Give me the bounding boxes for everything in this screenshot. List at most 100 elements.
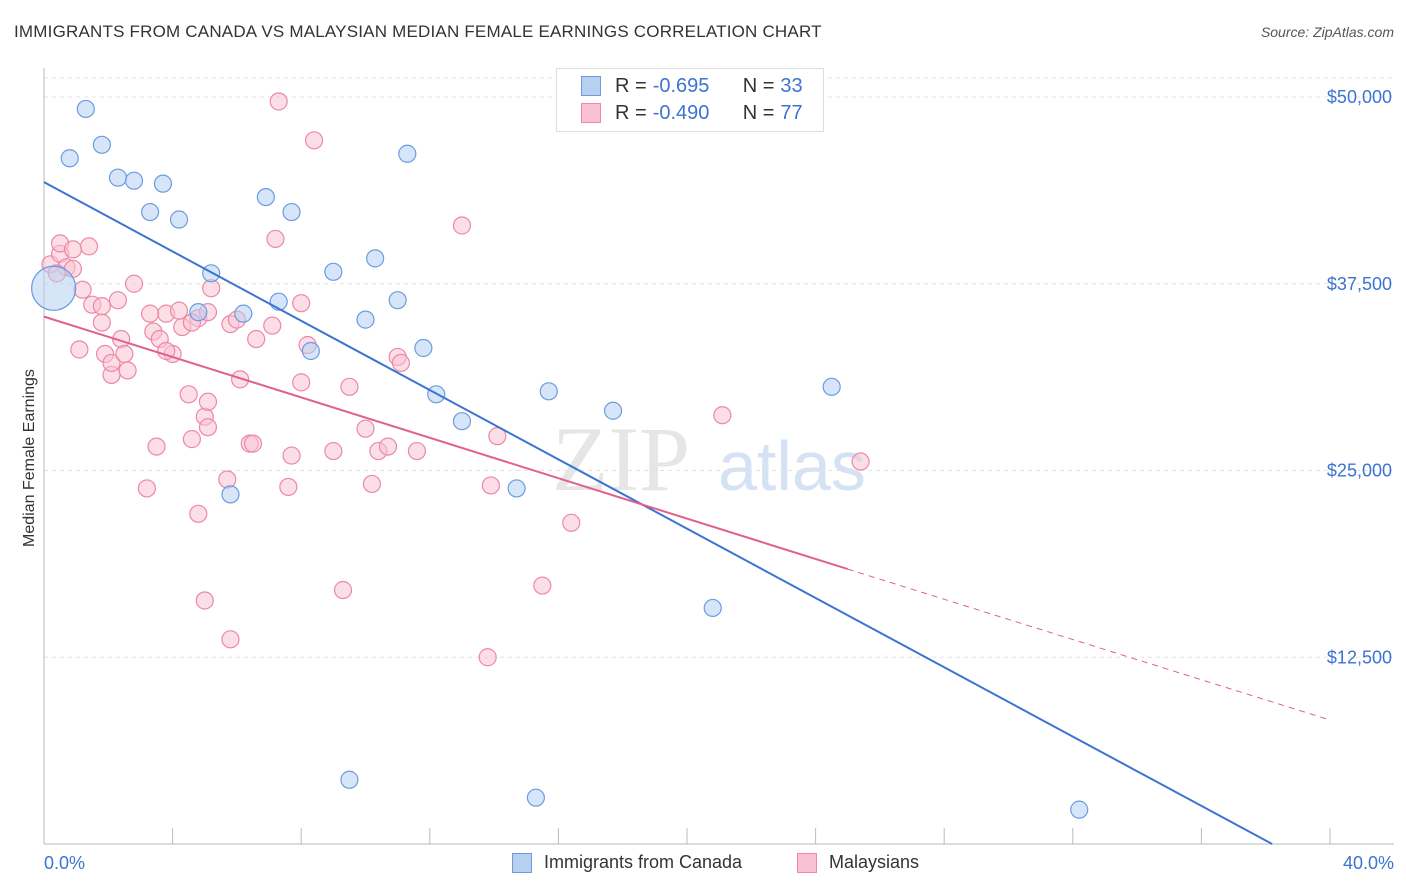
malaysians-point: [279, 477, 298, 497]
malaysians-point: [378, 437, 398, 456]
malaysians-point: [292, 294, 311, 313]
canada-point: [603, 401, 623, 420]
malaysians-point: [333, 580, 353, 600]
malaysians-point: [218, 470, 237, 489]
canada-point: [356, 310, 375, 329]
malaysians-point: [221, 630, 240, 649]
malaysians-point: [243, 434, 263, 453]
malaysians-point: [851, 452, 870, 471]
canada-point: [452, 412, 472, 431]
legend-item-canada[interactable]: Immigrants from Canada: [512, 852, 742, 873]
watermark-atlas: atlas: [718, 427, 866, 505]
r-value: -0.695: [652, 74, 710, 97]
chart-title: IMMIGRANTS FROM CANADA VS MALAYSIAN MEDI…: [14, 22, 822, 41]
malaysians-point: [407, 441, 427, 461]
canada-point: [414, 338, 433, 358]
malaysians-point: [118, 361, 137, 380]
canada-swatch: [581, 76, 601, 96]
y-tick-label: $25,000: [1327, 461, 1392, 481]
canada-point: [234, 304, 253, 323]
n-value: 77: [780, 101, 803, 124]
malaysians-point: [115, 344, 134, 364]
y-tick-label: $50,000: [1327, 87, 1392, 107]
canada-legend-label: Immigrants from Canada: [544, 852, 743, 872]
stats-legend-row-malaysians: R = -0.490 N = 77: [581, 100, 803, 126]
malaysians-point: [198, 392, 218, 411]
malaysians-point: [147, 437, 166, 456]
canada-point: [76, 99, 95, 119]
canada-point: [398, 144, 417, 163]
malaysians-point: [157, 341, 176, 361]
y-tick-label: $37,500: [1327, 274, 1392, 294]
malaysians-point: [124, 274, 144, 293]
malaysians-point: [108, 291, 128, 310]
malaysians-point: [362, 474, 382, 494]
n-label: N =: [742, 74, 775, 97]
watermark-zip: ZIP: [552, 408, 690, 510]
malaysians-point: [198, 418, 218, 437]
malaysians-point: [247, 329, 266, 349]
chart-source: Source: ZipAtlas.com: [1260, 24, 1394, 40]
malaysians-point: [189, 504, 208, 523]
malaysians-point: [73, 280, 92, 299]
r-label: R =: [615, 74, 647, 97]
r-label: R =: [615, 101, 647, 124]
malaysians-point: [481, 476, 500, 495]
canada-point: [388, 291, 407, 310]
malaysians-point: [137, 479, 156, 498]
malaysians-point: [533, 576, 552, 595]
y-tick-label: $12,500: [1327, 647, 1392, 667]
canada-point: [31, 265, 77, 311]
malaysians-legend-label: Malaysians: [829, 852, 920, 872]
x-tick-label: 40.0%: [1343, 853, 1394, 873]
canada-point: [366, 249, 385, 268]
malaysians-point: [182, 430, 201, 449]
canada-point: [703, 598, 722, 618]
malaysians-legend-swatch: [797, 852, 817, 873]
malaysians-point: [452, 216, 472, 235]
canada-point: [282, 202, 301, 222]
canada-point: [340, 770, 359, 789]
n-label: N =: [742, 101, 775, 124]
r-value: -0.490: [652, 101, 710, 124]
legend-item-malaysians[interactable]: Malaysians: [797, 852, 919, 873]
malaysians-point: [266, 229, 285, 249]
malaysians-point: [92, 313, 111, 332]
canada-point: [124, 171, 144, 190]
malaysians-point: [63, 240, 83, 259]
canada-legend-swatch: [512, 852, 532, 873]
canada-point: [822, 377, 841, 396]
malaysians-point: [179, 385, 198, 404]
canada-trend-line: [43, 181, 1273, 845]
malaysians-point: [391, 353, 410, 373]
canada-point: [92, 135, 111, 154]
malaysians-point: [304, 131, 324, 150]
canada-point: [1070, 800, 1089, 819]
canada-point: [301, 341, 320, 361]
canada-point: [526, 788, 545, 807]
x-tick-label: 0.0%: [44, 853, 85, 873]
malaysians-point: [292, 373, 311, 392]
canada-point: [539, 382, 558, 401]
malaysians-trend-extension: [847, 568, 1331, 721]
canada-point: [324, 262, 343, 281]
y-axis-label: Median Female Earnings: [21, 369, 38, 547]
canada-point: [256, 187, 275, 207]
malaysians-point: [488, 427, 507, 446]
malaysians-swatch: [581, 103, 601, 123]
n-value: 33: [780, 74, 803, 97]
canada-point: [169, 210, 189, 229]
malaysians-point: [478, 648, 497, 667]
malaysians-point: [195, 591, 214, 610]
malaysians-point: [713, 406, 732, 425]
canada-point: [60, 149, 79, 168]
malaysians-point: [269, 92, 288, 111]
stats-legend: R = -0.695 N = 33 R = -0.490 N = 77: [556, 68, 824, 132]
malaysians-point: [140, 304, 160, 323]
malaysians-point: [282, 446, 301, 465]
canada-point: [108, 168, 128, 187]
malaysians-point: [79, 237, 99, 256]
malaysians-point: [562, 513, 581, 532]
canada-point: [221, 485, 240, 504]
